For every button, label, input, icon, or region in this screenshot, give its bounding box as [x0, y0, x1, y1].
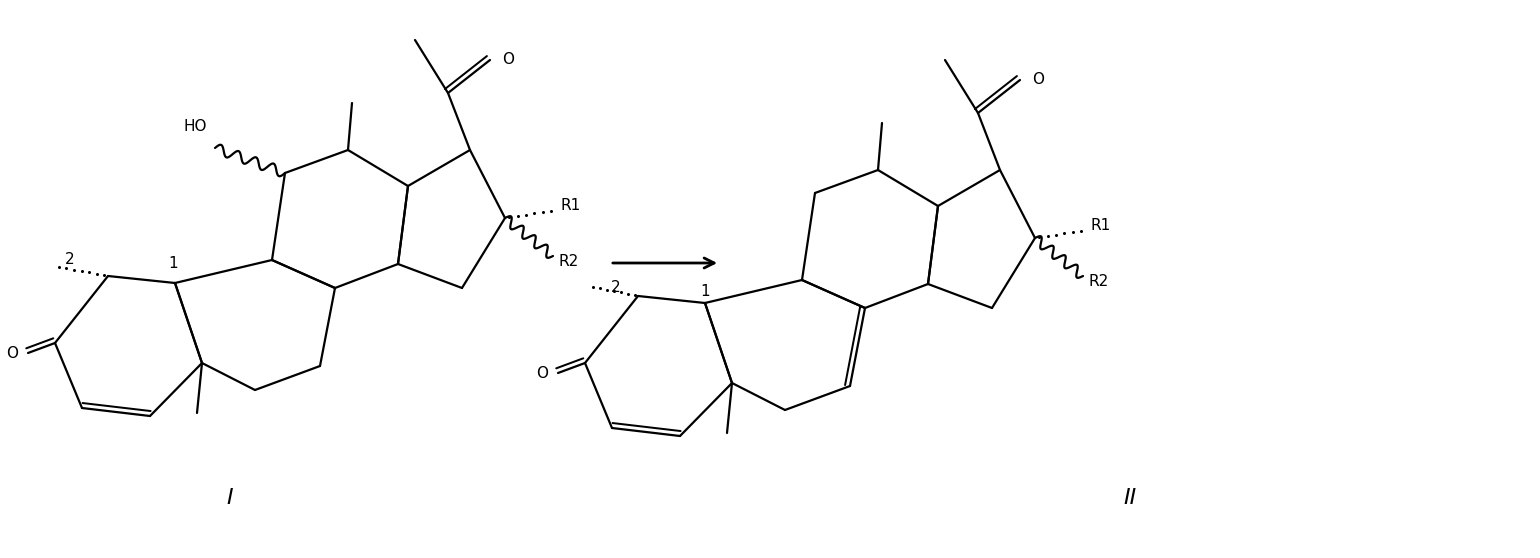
Text: 1: 1 — [168, 256, 177, 271]
Text: I: I — [226, 488, 234, 508]
Text: 2: 2 — [65, 253, 75, 267]
Text: R2: R2 — [557, 253, 578, 268]
Text: O: O — [502, 52, 514, 68]
Text: 1: 1 — [701, 283, 710, 299]
Text: II: II — [1123, 488, 1137, 508]
Text: 2: 2 — [610, 281, 621, 296]
Text: R1: R1 — [561, 198, 581, 213]
Text: R1: R1 — [1090, 218, 1110, 233]
Text: O: O — [6, 345, 18, 360]
Text: HO: HO — [183, 119, 206, 134]
Text: O: O — [1032, 73, 1044, 88]
Text: R2: R2 — [1087, 273, 1109, 288]
Text: O: O — [536, 365, 548, 381]
